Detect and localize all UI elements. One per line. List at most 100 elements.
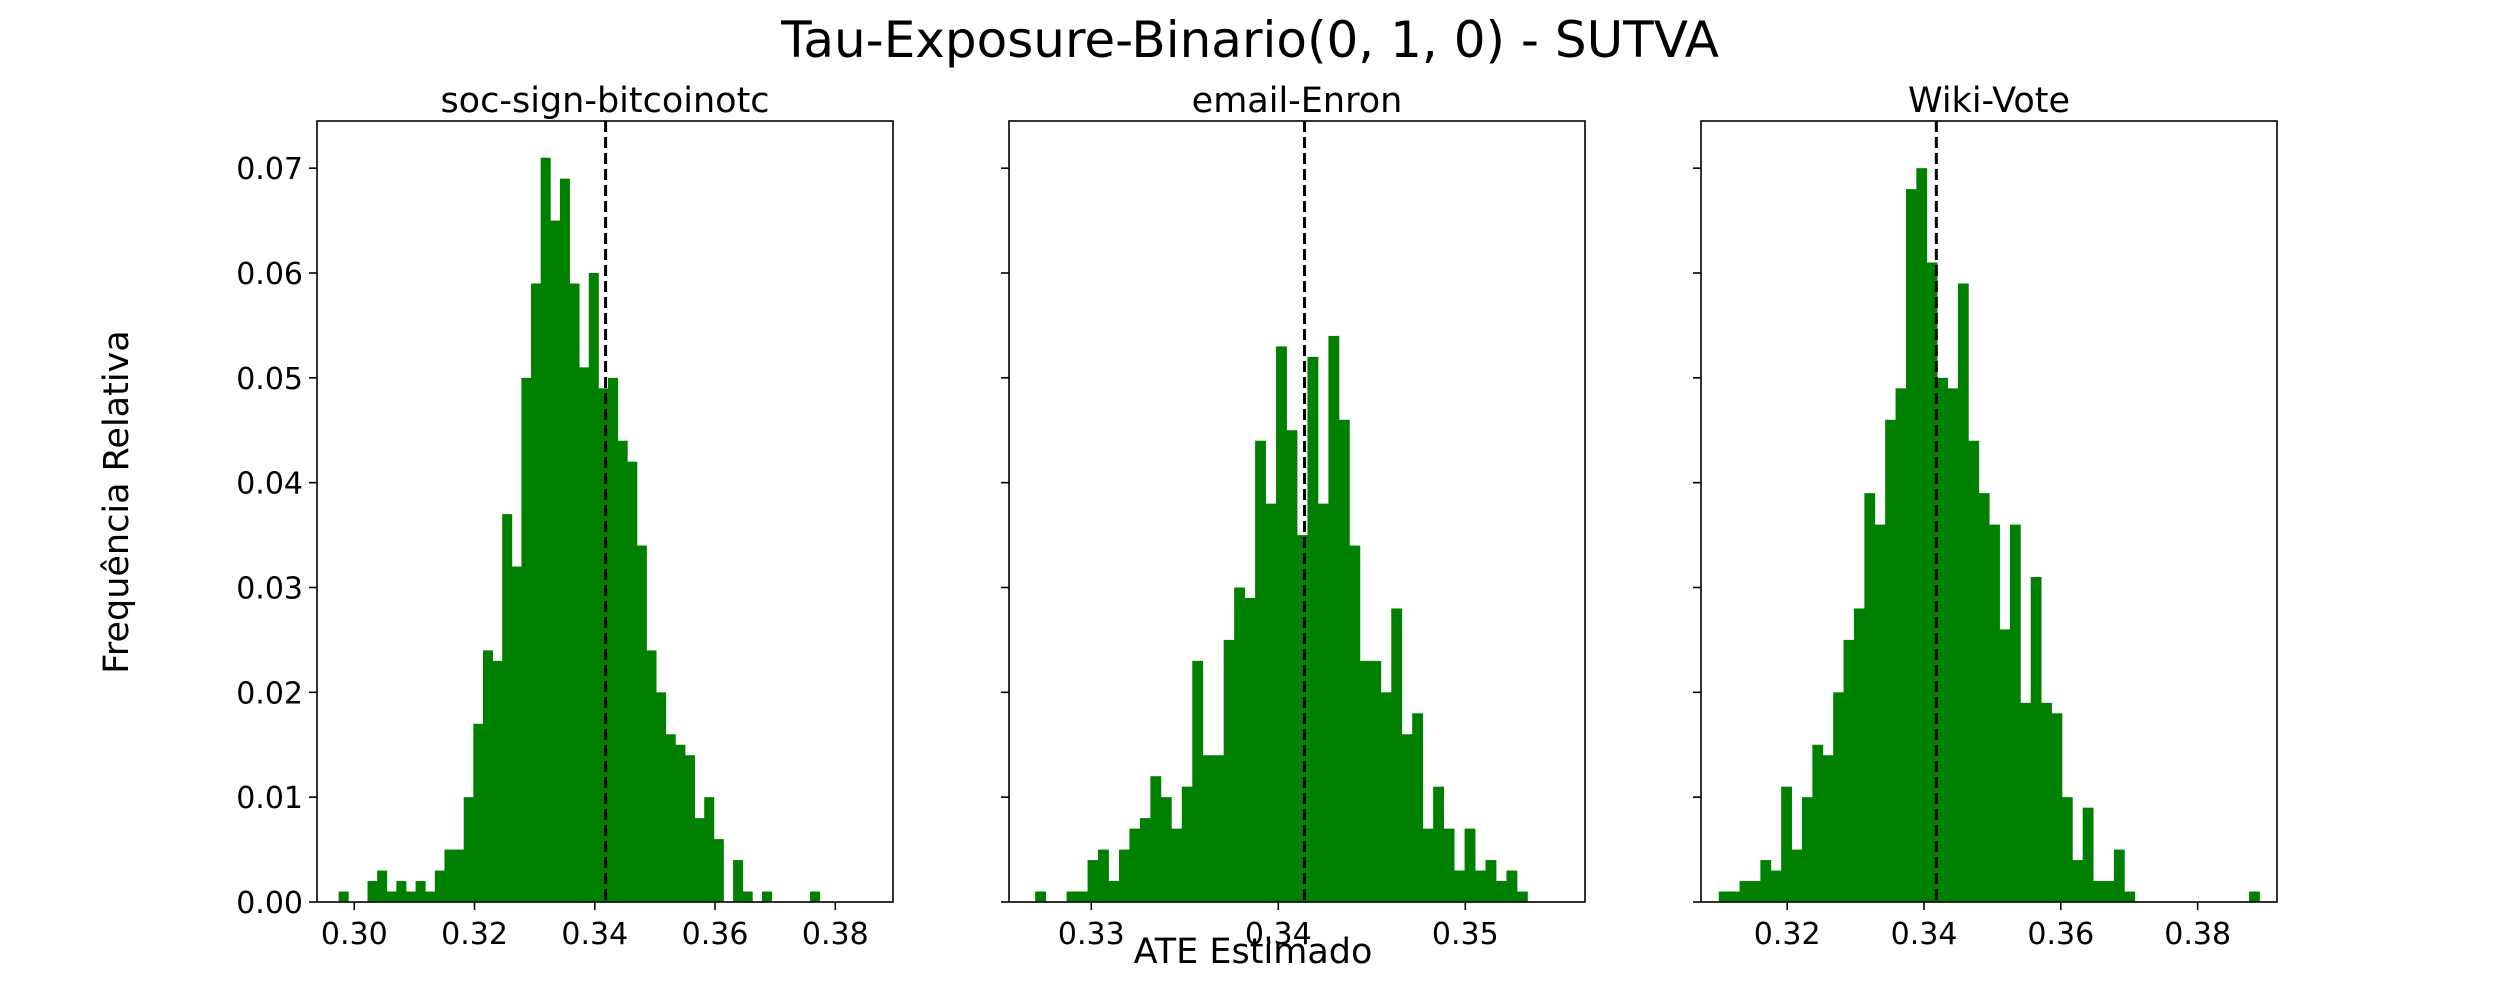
figure-title: Tau-Exposure-Binario(0, 1, 0) - SUTVA (780, 11, 1719, 69)
x-tick-label: 0.32 (441, 917, 508, 952)
histogram-bar (2051, 713, 2063, 902)
axes-frame (1700, 120, 2278, 903)
x-tick-label: 0.30 (321, 917, 388, 952)
histogram-bar (1035, 891, 1047, 902)
histogram-bar (1307, 356, 1319, 902)
x-tick-label: 0.34 (1891, 917, 1958, 952)
histogram-bar (627, 461, 638, 902)
panel-title: soc-sign-bitcoinotc (440, 81, 769, 121)
histogram-bar (1265, 503, 1277, 902)
x-tick-label: 0.32 (1754, 917, 1821, 952)
histogram-bar (1843, 639, 1855, 902)
histogram-bar (1853, 608, 1865, 902)
histogram-bar (454, 849, 465, 902)
histogram-bar (1485, 860, 1497, 902)
panel-1: 0.30 0.32 0.34 0.36 0.38 0.00 0.01 0.02 0.03 0.04… (236, 81, 894, 952)
histogram-bar (482, 650, 493, 902)
histogram-bar (1749, 881, 1761, 902)
histogram-bar (2124, 891, 2136, 902)
histogram-bar (1160, 797, 1172, 902)
histogram-bar (656, 692, 667, 902)
histogram-bar (1822, 755, 1834, 902)
histogram-bar (511, 566, 522, 902)
histogram-bar (434, 870, 445, 902)
histogram-bar (1192, 660, 1204, 902)
histogram-bar (1338, 419, 1350, 902)
histogram-bar (1276, 346, 1287, 902)
histogram-bar (1223, 639, 1235, 902)
histogram-bar (1760, 860, 1772, 902)
histogram-bar (2093, 881, 2104, 902)
histogram-bar (550, 220, 561, 903)
histogram-bar (1255, 440, 1266, 902)
histogram-bars (1718, 168, 2260, 903)
histogram-bar (367, 881, 378, 902)
histogram-bar (1244, 597, 1256, 902)
histogram-bar (1718, 891, 1730, 902)
histogram-bar (684, 755, 695, 902)
histogram-bar (1401, 734, 1413, 902)
histogram-bar (2020, 702, 2032, 902)
histogram-bar (338, 891, 349, 902)
histogram-bar (2249, 891, 2260, 902)
histogram-bar (733, 860, 744, 902)
histogram-bar (1286, 430, 1298, 902)
histogram-bar (1475, 870, 1486, 902)
histogram-bar (742, 891, 753, 902)
histogram-bar (1433, 786, 1445, 902)
histogram-bar (1864, 493, 1876, 902)
x-tick-label: 0.38 (802, 917, 869, 952)
histogram-bar (579, 367, 590, 902)
histogram-bar (1916, 168, 1928, 903)
histogram-bar (559, 178, 570, 902)
y-tick-label: 0.01 (236, 781, 303, 816)
histogram-bar (2113, 849, 2125, 902)
histogram-bar (1812, 744, 1824, 902)
histogram-bars (1035, 335, 1528, 902)
histogram-bar (1328, 335, 1340, 902)
histogram-bar (1443, 828, 1455, 902)
histogram-bar (1349, 545, 1361, 902)
panel-title: Wiki-Vote (1908, 81, 2070, 121)
histogram-bar (1495, 881, 1507, 902)
histogram-bar (1066, 891, 1078, 902)
histogram-bar (1422, 828, 1434, 902)
histogram-bar (1957, 283, 1969, 902)
histogram-bar (1895, 388, 1907, 902)
histogram-bar (569, 283, 580, 902)
histogram-bar (1317, 503, 1329, 902)
axes-frame (1008, 120, 1586, 903)
histogram-bar (521, 377, 532, 903)
y-tick-label: 0.03 (236, 572, 303, 607)
histogram-bar (1937, 377, 1948, 903)
histogram-bar (1077, 891, 1088, 902)
histogram-bar (1297, 535, 1308, 902)
x-tick-label: 0.33 (1058, 917, 1125, 952)
y-tick-label: 0.04 (236, 467, 303, 502)
histogram-bar (405, 891, 417, 902)
histogram-bar (1391, 608, 1403, 902)
histogram-bar (1098, 849, 1109, 902)
y-tick-label: 0.06 (236, 257, 303, 292)
histogram-bar (1770, 870, 1782, 902)
panel-2: 0.33 0.34 0.35 email-Enron (1001, 81, 1586, 952)
histogram-bar (2030, 577, 2042, 902)
histogram-bar (1118, 849, 1130, 902)
histogram-bar (1234, 587, 1246, 902)
x-tick-label: 0.36 (2027, 917, 2094, 952)
histogram-bars (338, 157, 821, 903)
x-tick-label: 0.36 (682, 917, 749, 952)
histogram-bar (2061, 797, 2073, 902)
histogram-bar (2082, 807, 2094, 902)
histogram-bar (704, 797, 715, 902)
y-tick-label: 0.07 (236, 152, 303, 187)
histogram-bar (502, 514, 513, 902)
histogram-bar (377, 870, 388, 902)
histogram-bar (540, 157, 551, 902)
x-axis-label: ATE Estimado (1134, 932, 1373, 972)
histogram-bar (1874, 524, 1886, 902)
histogram-bar (1087, 860, 1099, 902)
histogram-bar (1999, 629, 2011, 902)
